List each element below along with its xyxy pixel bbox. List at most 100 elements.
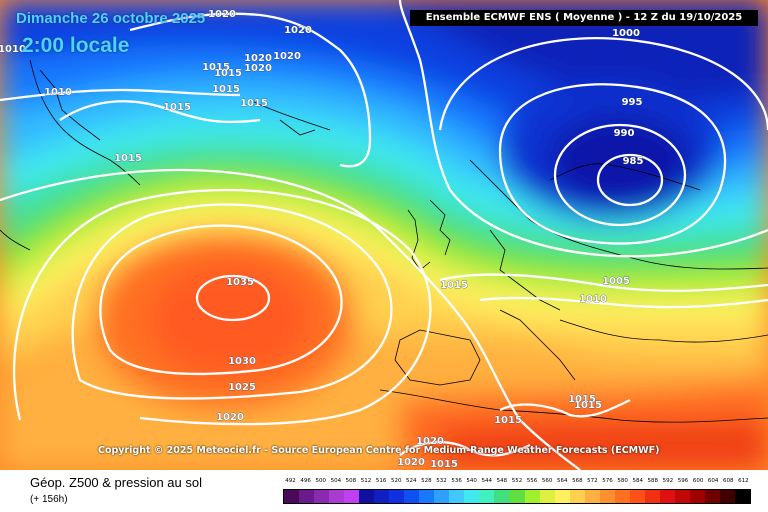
scale-tick-label: 492: [285, 478, 296, 484]
scale-swatch: [494, 490, 510, 503]
scale-swatch: [554, 490, 570, 503]
isobar-label: 990: [614, 128, 635, 139]
scale-swatch: [464, 490, 480, 503]
scale-tick-label: 540: [466, 478, 477, 484]
scale-swatch: [299, 490, 315, 503]
isobar-label: 1030: [228, 356, 256, 367]
forecast-time: 2:00 locale: [22, 34, 130, 57]
isobar-label: 985: [623, 156, 644, 167]
isobar-label: 1015: [430, 459, 458, 470]
scale-swatch: [329, 490, 345, 503]
scale-swatch: [689, 490, 705, 503]
scale-swatch: [314, 490, 330, 503]
scale-swatch: [359, 490, 375, 503]
scale-tick-label: 576: [602, 478, 613, 484]
isobar-label: 1015: [494, 415, 522, 426]
scale-swatch: [404, 490, 420, 503]
scale-swatch: [389, 490, 405, 503]
scale-swatch: [659, 490, 675, 503]
isobar-label: 1015: [440, 280, 468, 291]
scale-tick-label: 564: [556, 478, 568, 484]
scale-swatch: [599, 490, 615, 503]
scale-tick-label: 500: [315, 478, 326, 484]
isobar-label: 1025: [228, 382, 256, 393]
scale-swatch: [644, 490, 660, 503]
scale-tick-label: 572: [587, 478, 598, 484]
isobar-label: 1010: [579, 294, 607, 305]
scale-swatch: [629, 490, 645, 503]
scale-tick-label: 508: [345, 478, 357, 484]
scale-swatch: [704, 490, 720, 503]
isobar-label: 1020: [244, 53, 272, 64]
isobar-label: 1015: [574, 400, 602, 411]
scale-tick-label: 568: [572, 478, 583, 484]
isobar-label: 1015: [212, 84, 240, 95]
isobar-label: 1020: [284, 25, 312, 36]
legend-title: Géop. Z500 & pression au sol: [30, 475, 202, 490]
isobar-label: 1015: [114, 153, 142, 164]
legend-subtitle: (+ 156h): [30, 494, 68, 505]
scale-swatch: [719, 490, 735, 503]
scale-tick-label: 512: [360, 478, 372, 484]
scale-tick-label: 516: [375, 478, 387, 484]
scale-tick-label: 596: [677, 478, 689, 484]
scale-swatch: [344, 490, 360, 503]
scale-swatch: [584, 490, 600, 503]
isobar-label: 1035: [226, 277, 254, 288]
scale-swatch: [284, 490, 300, 503]
color-scale-bar: [283, 489, 751, 504]
isobar-label: 1020: [244, 63, 272, 74]
scale-tick-label: 580: [617, 478, 628, 484]
forecast-date: Dimanche 26 octobre 2025: [16, 10, 206, 27]
isobar-label: 1015: [240, 98, 268, 109]
isobar-label: 1020: [216, 412, 244, 423]
isobar-label: 1020: [416, 436, 444, 447]
scale-swatch: [539, 490, 555, 503]
isobar-label: 1015: [163, 102, 191, 113]
scale-tick-label: 520: [390, 478, 402, 484]
isobar-label: 995: [622, 97, 643, 108]
isobar-label: 1015: [202, 62, 230, 73]
model-info-banner: Ensemble ECMWF ENS ( Moyenne ) - 12 Z du…: [410, 10, 758, 26]
isobar-label: 1015: [568, 394, 596, 405]
scale-swatch: [674, 490, 690, 503]
scale-swatch: [419, 490, 435, 503]
legend-footer: Géop. Z500 & pression au sol (+ 156h) 49…: [0, 470, 768, 512]
scale-tick-label: 612: [738, 478, 749, 484]
scale-swatch: [509, 490, 525, 503]
scale-tick-label: 592: [662, 478, 674, 484]
scale-swatch: [374, 490, 390, 503]
isobar-label: 1010: [0, 44, 26, 55]
scale-swatch: [614, 490, 630, 503]
scale-tick-label: 604: [707, 478, 719, 484]
isobar-label: 1020: [397, 457, 425, 468]
scale-tick-label: 536: [451, 478, 462, 484]
scale-tick-label: 588: [647, 478, 659, 484]
scale-swatch: [479, 490, 495, 503]
isobars: [0, 0, 768, 470]
scale-tick-label: 552: [511, 478, 523, 484]
copyright-notice: Copyright © 2025 Meteociel.fr - Source E…: [98, 445, 660, 456]
isobar-label: 1005: [602, 276, 630, 287]
scale-swatch: [434, 490, 450, 503]
scale-tick-label: 532: [436, 478, 447, 484]
color-scale-ticks: 492 496 500 504 508 512 516 520 524 528 532 536 540 5…: [283, 478, 751, 488]
isobar-label: 1010: [44, 87, 72, 98]
scale-swatch: [734, 490, 750, 503]
scale-tick-label: 556: [526, 478, 538, 484]
isobar-label: 1015: [214, 68, 242, 79]
scale-tick-label: 504: [330, 478, 342, 484]
scale-tick-label: 496: [300, 478, 311, 484]
scale-tick-label: 544: [481, 478, 493, 484]
scale-tick-label: 548: [496, 478, 508, 484]
isobar-label: 1020: [273, 51, 301, 62]
scale-tick-label: 528: [421, 478, 432, 484]
scale-tick-label: 608: [723, 478, 734, 484]
isobar-label: 1020: [208, 9, 236, 20]
scale-tick-label: 600: [692, 478, 704, 484]
scale-swatch: [569, 490, 585, 503]
scale-swatch: [449, 490, 465, 503]
